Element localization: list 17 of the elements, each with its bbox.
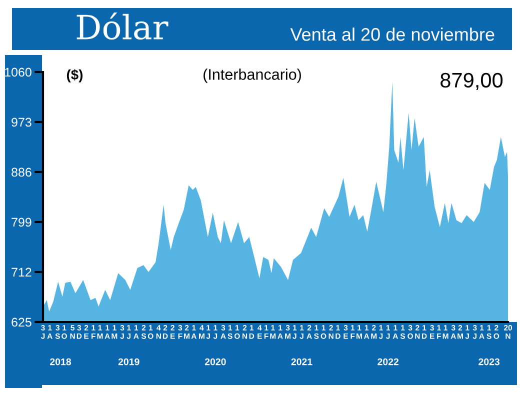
x2-tick-label: 2023 (478, 358, 500, 366)
x2-tick-label: 2022 (378, 358, 399, 366)
y-tick-label: 1060 (5, 68, 32, 77)
annotation: (Interbancario) (204, 68, 301, 83)
x2-tick-label: 2019 (118, 358, 140, 366)
y-axis-title: ($) (66, 69, 83, 82)
y-tick-label: 886 (12, 168, 32, 177)
chart-subtitle: Venta al 20 de noviembre (290, 28, 494, 41)
y-tick-label: 799 (12, 218, 32, 227)
x2-tick-label: 2020 (204, 358, 226, 366)
y-tick-label: 973 (12, 118, 32, 127)
chart-title: Dólar (76, 12, 168, 40)
x2-tick-label: 2021 (291, 358, 312, 366)
y-tick-label: 712 (12, 268, 32, 277)
y-tick-label: 625 (12, 318, 32, 327)
x2-tick-label: 2018 (50, 358, 72, 366)
annotation: 879,00 (440, 72, 503, 90)
